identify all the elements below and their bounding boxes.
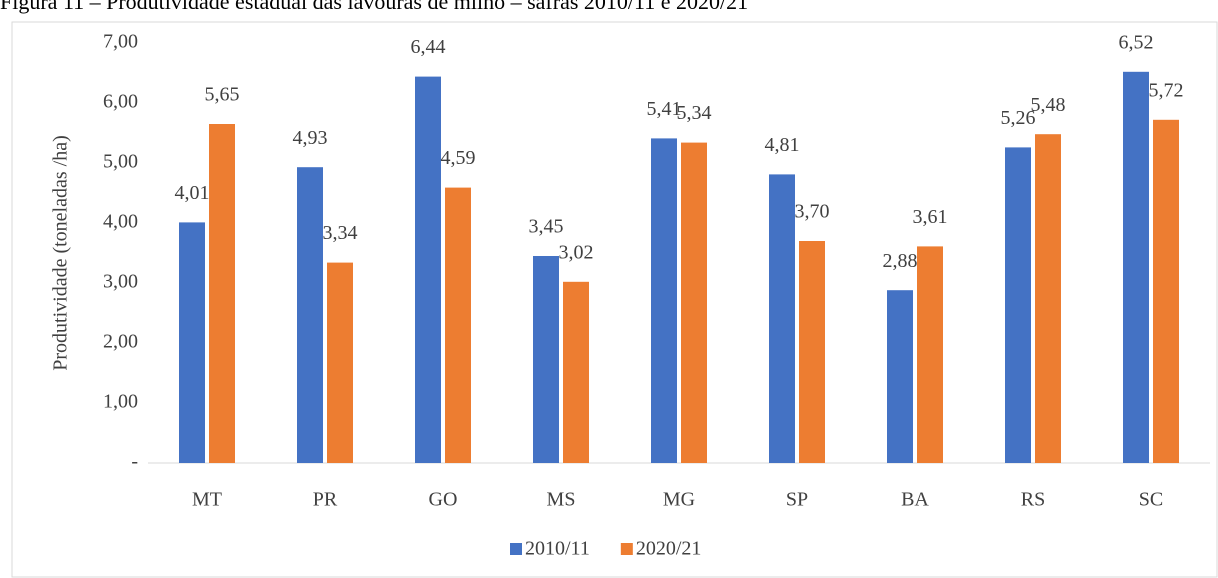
data-label: 5,34 xyxy=(677,102,712,124)
bar xyxy=(887,290,913,463)
y-tick-label: 1,00 xyxy=(103,391,138,413)
data-label: 3,61 xyxy=(913,206,948,228)
x-tick-label: SC xyxy=(1139,489,1163,511)
data-label: 5,65 xyxy=(205,84,240,106)
bar xyxy=(1035,134,1061,463)
bar xyxy=(179,222,205,463)
bar xyxy=(917,246,943,463)
data-label: 3,02 xyxy=(559,241,594,263)
y-tick-label: 3,00 xyxy=(103,271,138,293)
bar xyxy=(1123,71,1149,464)
data-label: 4,59 xyxy=(441,147,476,169)
y-tick-label: 4,00 xyxy=(103,211,138,233)
data-label: 5,41 xyxy=(647,98,682,120)
bar xyxy=(415,76,441,463)
bar xyxy=(651,138,677,463)
x-tick-label: RS xyxy=(1021,489,1045,511)
bar xyxy=(297,167,323,463)
data-label: 3,45 xyxy=(529,216,564,238)
y-tick-label: 5,00 xyxy=(103,151,138,173)
y-tick-label: 6,00 xyxy=(103,91,138,113)
data-label: 3,34 xyxy=(323,222,358,244)
data-label: 6,44 xyxy=(411,36,446,58)
bar xyxy=(209,124,235,463)
data-label: 4,01 xyxy=(175,182,210,204)
x-tick-label: MG xyxy=(663,489,695,511)
y-tick-label: 2,00 xyxy=(103,331,138,353)
data-label: 5,48 xyxy=(1031,94,1066,116)
y-tick-label: 7,00 xyxy=(103,31,138,53)
data-label: 3,70 xyxy=(795,201,830,223)
x-tick-label: PR xyxy=(313,489,338,511)
legend-swatch xyxy=(620,543,633,555)
bar xyxy=(681,142,707,463)
x-tick-label: GO xyxy=(429,489,458,511)
data-label: 5,72 xyxy=(1149,79,1184,101)
bar xyxy=(563,281,589,463)
legend-label: 2010/11 xyxy=(525,538,590,560)
data-label: 5,26 xyxy=(1001,107,1036,129)
data-label: 6,52 xyxy=(1119,31,1154,53)
bar xyxy=(533,256,559,463)
bar xyxy=(445,187,471,463)
y-axis-label: Produtividade (toneladas /ha) xyxy=(50,135,72,371)
bar xyxy=(799,241,825,463)
x-tick-label: SP xyxy=(786,489,808,511)
x-tick-label: BA xyxy=(901,489,929,511)
bar xyxy=(769,174,795,463)
data-label: 4,81 xyxy=(765,134,800,156)
data-label: 2,88 xyxy=(883,250,918,272)
bar xyxy=(1153,119,1179,464)
y-tick-label: - xyxy=(131,451,138,473)
x-tick-label: MS xyxy=(547,489,576,511)
chart-title: Figura 11 – Produtividade estadual das l… xyxy=(0,0,748,14)
legend-swatch xyxy=(510,543,522,555)
data-label: 4,93 xyxy=(293,127,328,149)
bar xyxy=(1005,147,1031,463)
x-tick-label: MT xyxy=(192,489,222,511)
bar xyxy=(327,262,353,463)
legend-label: 2020/21 xyxy=(636,538,702,560)
